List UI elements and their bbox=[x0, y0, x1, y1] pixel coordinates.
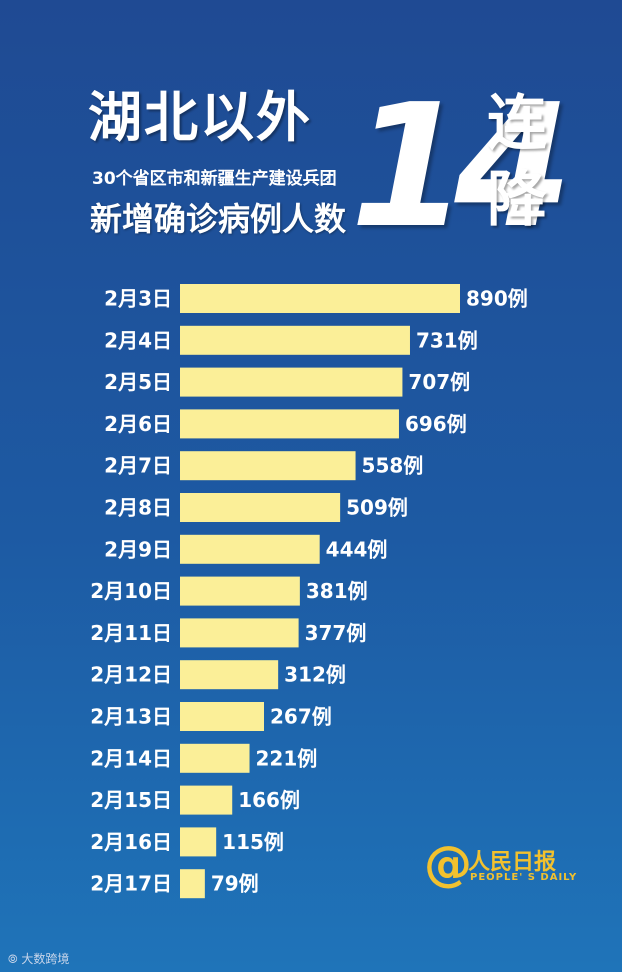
bar bbox=[180, 869, 205, 899]
category-label: 2月11日 bbox=[90, 621, 172, 645]
bar bbox=[180, 534, 320, 564]
bar bbox=[180, 743, 250, 773]
watermark-icon: ⦾ bbox=[8, 952, 22, 966]
category-label: 2月3日 bbox=[104, 287, 172, 311]
bar bbox=[180, 367, 403, 397]
bar bbox=[180, 702, 264, 731]
bar bbox=[180, 409, 399, 439]
category-label: 2月13日 bbox=[90, 705, 172, 729]
value-label: 444例 bbox=[326, 537, 388, 561]
value-label: 221例 bbox=[256, 746, 318, 770]
bar bbox=[180, 325, 410, 355]
big-char-jiang: 降 bbox=[487, 165, 547, 235]
logo-at-icon: @ bbox=[424, 836, 472, 892]
watermark-text: 大数跨境 bbox=[21, 952, 70, 966]
value-label: 312例 bbox=[284, 663, 346, 687]
category-label: 2月15日 bbox=[90, 788, 172, 812]
logo-en: PEOPLE' S DAILY bbox=[470, 872, 578, 883]
category-label: 2月12日 bbox=[90, 663, 172, 687]
category-label: 2月5日 bbox=[104, 370, 172, 394]
value-label: 890例 bbox=[466, 287, 528, 311]
bar bbox=[180, 493, 341, 522]
category-label: 2月8日 bbox=[104, 496, 172, 520]
value-label: 377例 bbox=[305, 621, 367, 645]
value-label: 509例 bbox=[346, 496, 408, 520]
bar bbox=[180, 618, 299, 648]
bar bbox=[180, 576, 300, 606]
value-label: 381例 bbox=[306, 579, 368, 603]
category-label: 2月14日 bbox=[90, 746, 172, 770]
big-char-lian: 连 bbox=[487, 89, 547, 159]
bar bbox=[180, 785, 233, 815]
category-label: 2月16日 bbox=[90, 830, 172, 854]
big-number: 14 bbox=[350, 68, 573, 266]
category-label: 2月4日 bbox=[104, 328, 172, 352]
value-label: 115例 bbox=[222, 830, 284, 854]
subtitle: 30个省区市和新疆生产建设兵团 bbox=[92, 169, 337, 189]
logo-cn: 人民日报 bbox=[468, 850, 557, 875]
value-label: 79例 bbox=[211, 872, 259, 896]
bar bbox=[180, 660, 279, 690]
bar bbox=[180, 451, 356, 481]
category-label: 2月6日 bbox=[104, 412, 172, 436]
value-label: 731例 bbox=[416, 328, 478, 352]
value-label: 707例 bbox=[408, 370, 470, 394]
value-label: 166例 bbox=[238, 788, 300, 812]
value-label: 267例 bbox=[270, 705, 332, 729]
title-main: 湖北以外 bbox=[88, 86, 312, 149]
category-label: 2月9日 bbox=[104, 537, 172, 561]
category-label: 2月17日 bbox=[90, 872, 172, 896]
peoples-daily-logo: @ 人民日报 PEOPLE' S DAILY bbox=[424, 838, 594, 894]
bar bbox=[180, 827, 217, 857]
watermark: ⦾ 大数跨境 bbox=[8, 950, 69, 967]
category-label: 2月7日 bbox=[104, 454, 172, 478]
subtitle-2: 新增确诊病例人数 bbox=[90, 200, 347, 238]
category-label: 2月10日 bbox=[90, 579, 172, 603]
value-label: 558例 bbox=[362, 454, 424, 478]
bar bbox=[180, 284, 460, 313]
value-label: 696例 bbox=[405, 412, 467, 436]
